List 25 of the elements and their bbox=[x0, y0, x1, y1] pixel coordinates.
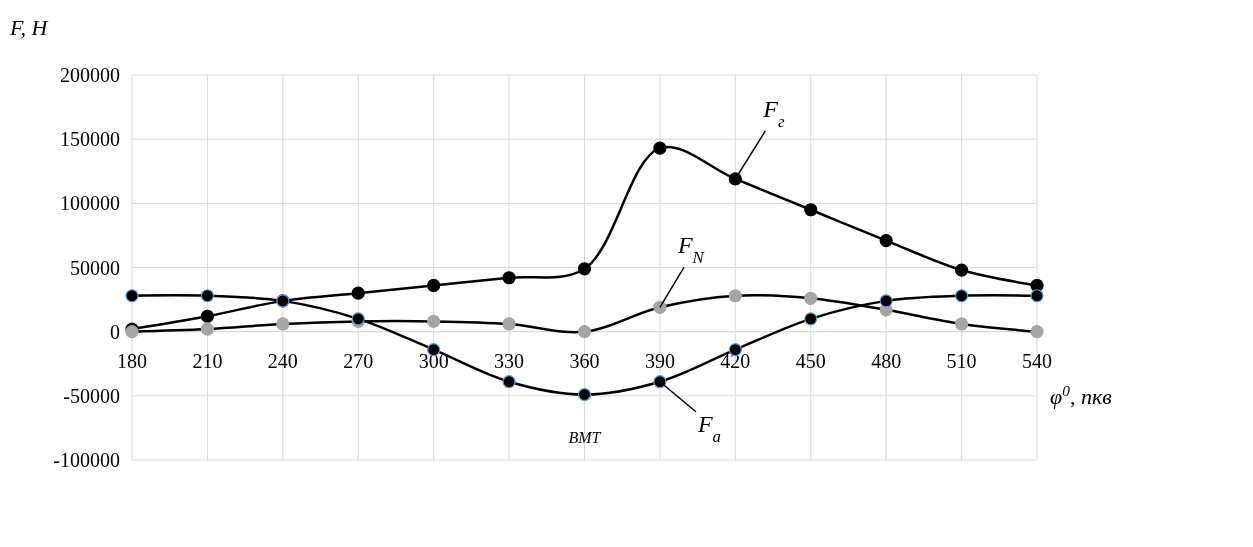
y-tick-label: -50000 bbox=[63, 384, 120, 407]
x-tick-label: 180 bbox=[117, 349, 147, 372]
x-tick-label: 540 bbox=[1022, 349, 1052, 372]
x-tick-label: 480 bbox=[871, 349, 902, 372]
x-tick-label: 240 bbox=[267, 349, 298, 372]
x-tick-label: 420 bbox=[720, 349, 751, 372]
text: F$_{г}$ bbox=[762, 95, 786, 131]
x-tick-label: 360 bbox=[569, 349, 600, 372]
annotation: ВМТ bbox=[568, 428, 602, 446]
y-tick-label: 100000 bbox=[60, 192, 120, 215]
series-label: F$_{N}$ bbox=[676, 232, 705, 267]
y-axis-title: F, Н bbox=[9, 15, 49, 40]
y-tick-label: 0 bbox=[110, 320, 120, 343]
x-tick-label: 390 bbox=[644, 349, 675, 372]
y-tick-label: -100000 bbox=[53, 449, 120, 471]
x-tick-label: 210 bbox=[192, 349, 223, 372]
x-tick-label: 330 bbox=[494, 349, 525, 372]
x-tick-label: 270 bbox=[343, 349, 374, 372]
x-tick-label: 510 bbox=[946, 349, 977, 372]
x-tick-label: 450 bbox=[795, 349, 826, 372]
y-tick-label: 200000 bbox=[60, 64, 120, 86]
y-tick-label: 50000 bbox=[70, 256, 120, 279]
x-axis-title: φ$^{0}$, пкв bbox=[1050, 381, 1113, 409]
legend-label: F$_{a}$ bbox=[696, 410, 721, 446]
y-tick-label: 150000 bbox=[60, 128, 120, 151]
